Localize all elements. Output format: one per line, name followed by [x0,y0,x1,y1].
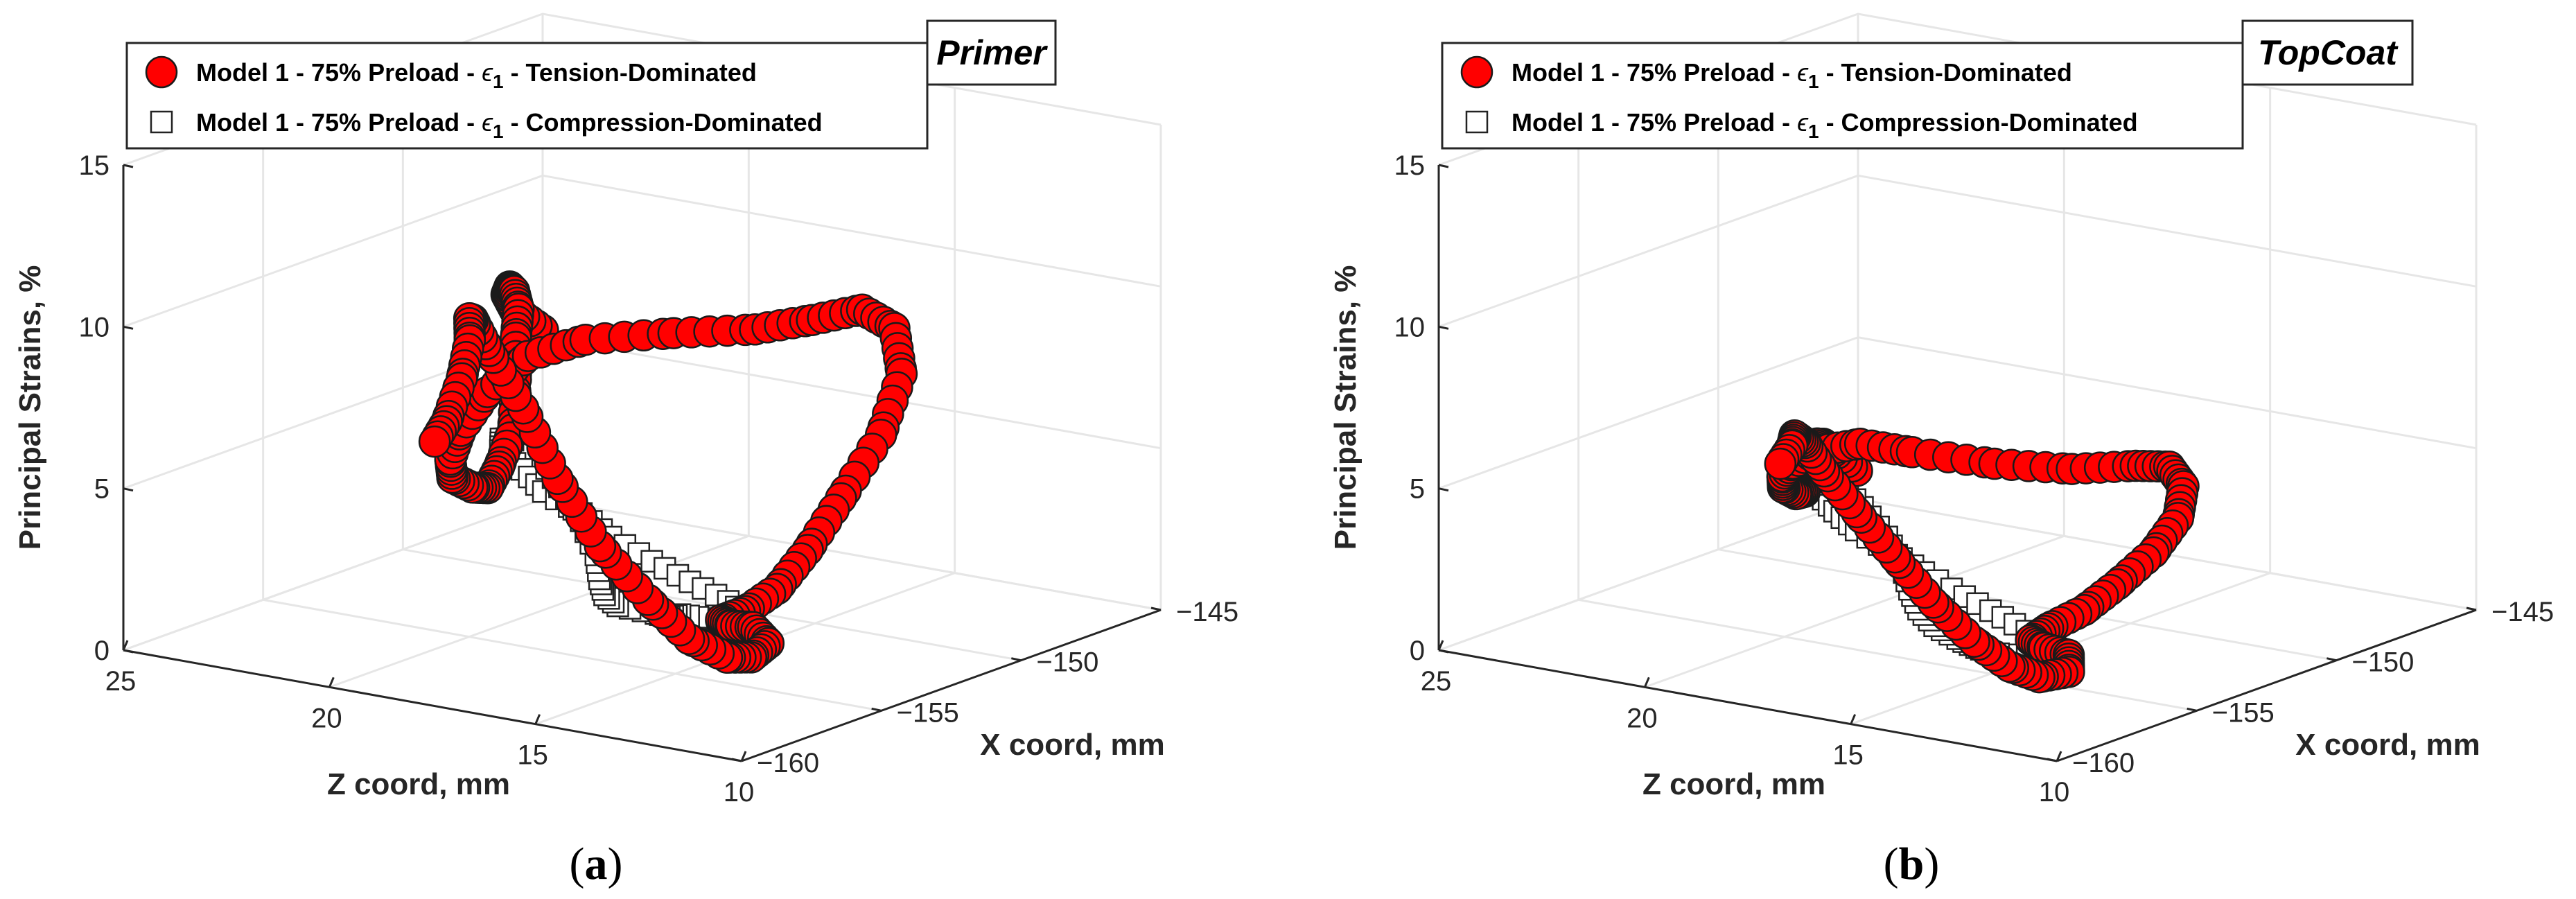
tag-box [2241,19,2414,86]
legend-box [125,42,929,150]
y-tick [123,325,134,330]
grid-line-x [122,165,742,762]
z-tick-label: 10 [2039,777,2070,808]
legend-circle-marker [145,55,178,89]
panel-tag: Primer [936,33,1048,72]
x-tick-label: −160 [757,748,819,778]
x-tick-label: −150 [1036,647,1098,678]
y-tick [1438,487,1449,492]
y-tick-label: 15 [1394,150,1426,181]
tag-box [926,19,1057,86]
tension-point [1764,447,1797,480]
y-tick-label: 10 [79,312,110,342]
grid-line-y [1438,174,2477,328]
y-tick [1438,325,1449,330]
y-tick-label: 5 [94,474,109,505]
legend-square-marker [1465,110,1489,134]
grid-line-x [1717,64,2337,662]
grid-line-x [401,64,1022,662]
x-tick [2187,707,2197,712]
z-tick-label: 20 [1627,703,1658,733]
series-tension [418,270,918,674]
z-tick [2056,751,2062,762]
z-tick-label: 25 [105,666,137,697]
z-axis-label: Z coord, mm [327,767,510,801]
y-tick-label: 10 [1394,312,1426,342]
x-tick-label: −155 [2212,697,2275,728]
chart-panel-1: 0 5 10 15 25 20 15 10 −145 −150 −155 −160 Z coord, m… [13,12,1238,889]
x-axis-line [741,609,1162,762]
z-tick [328,677,335,688]
legend: Model 1 - 75% Preload - ϵ1 - Tension-Dom… [1441,42,2244,150]
grid-line-y [123,174,1162,328]
z-tick [740,751,747,762]
y-axis-label: Principal Strains, % [1329,265,1363,550]
tension-point [418,425,451,458]
z-tick-label: 20 [311,703,342,733]
x-tick [2466,606,2477,611]
y-tick-label: 15 [79,150,110,181]
legend-entry-label: Model 1 - 75% Preload - ϵ1 - Compression… [196,108,823,142]
z-tick [1437,640,1444,651]
legend-entry-label: Model 1 - 75% Preload - ϵ1 - Compression… [1512,108,2138,142]
z-tick [534,714,541,725]
y-tick-label: 5 [1410,474,1425,505]
chart-panel-2: 0 5 10 15 25 20 15 10 −145 −150 −155 −160 Z coord, m… [1329,12,2554,889]
z-tick-label: 25 [1421,666,1452,697]
z-tick-label: 10 [724,777,755,808]
x-tick [2047,758,2058,762]
z-tick [1643,677,1650,688]
z-axis-label: Z coord, mm [1642,767,1825,801]
legend: Model 1 - 75% Preload - ϵ1 - Tension-Dom… [125,42,929,150]
x-axis-line [2056,609,2477,762]
legend-box [1441,42,2244,150]
x-tick-label: −145 [1176,597,1238,627]
x-tick [871,707,882,712]
z-tick [1850,714,1857,725]
legend-circle-marker [1460,55,1493,89]
x-tick [2327,657,2337,662]
y-tick-label: 0 [94,636,109,666]
z-tick-label: 15 [517,740,548,771]
legend-entry-label: Model 1 - 75% Preload - ϵ1 - Tension-Dom… [196,58,757,92]
legend-entry-label: Model 1 - 75% Preload - ϵ1 - Tension-Dom… [1512,58,2072,92]
y-tick [123,649,134,654]
panel-label: (a) [570,839,623,889]
legend-square-marker [150,110,173,134]
x-tick [1150,606,1162,611]
z-tick [122,640,129,651]
grid-line-x [262,114,882,712]
z-axis-line [123,649,742,762]
x-axis-label: X coord, mm [980,728,1165,762]
grid-line-x [1577,114,2197,712]
grid-line-y [123,336,1162,490]
y-tick [123,164,134,168]
series-tension [1764,419,2200,694]
z-tick-label: 15 [1832,740,1864,771]
x-tick-label: −155 [897,697,959,728]
z-axis-line [1438,649,2058,762]
x-tick [1011,657,1022,662]
x-tick-label: −160 [2072,748,2135,778]
panel-label: (b) [1884,839,1940,889]
y-tick [123,487,134,492]
x-axis-label: X coord, mm [2295,728,2480,762]
panel-tag: TopCoat [2258,33,2399,72]
x-tick [731,758,742,762]
y-tick-label: 0 [1410,636,1425,666]
y-tick [1438,164,1449,168]
x-tick-label: −150 [2351,647,2414,678]
y-axis-label: Principal Strains, % [13,265,47,550]
x-tick-label: −145 [2491,597,2554,627]
y-tick [1438,649,1449,654]
